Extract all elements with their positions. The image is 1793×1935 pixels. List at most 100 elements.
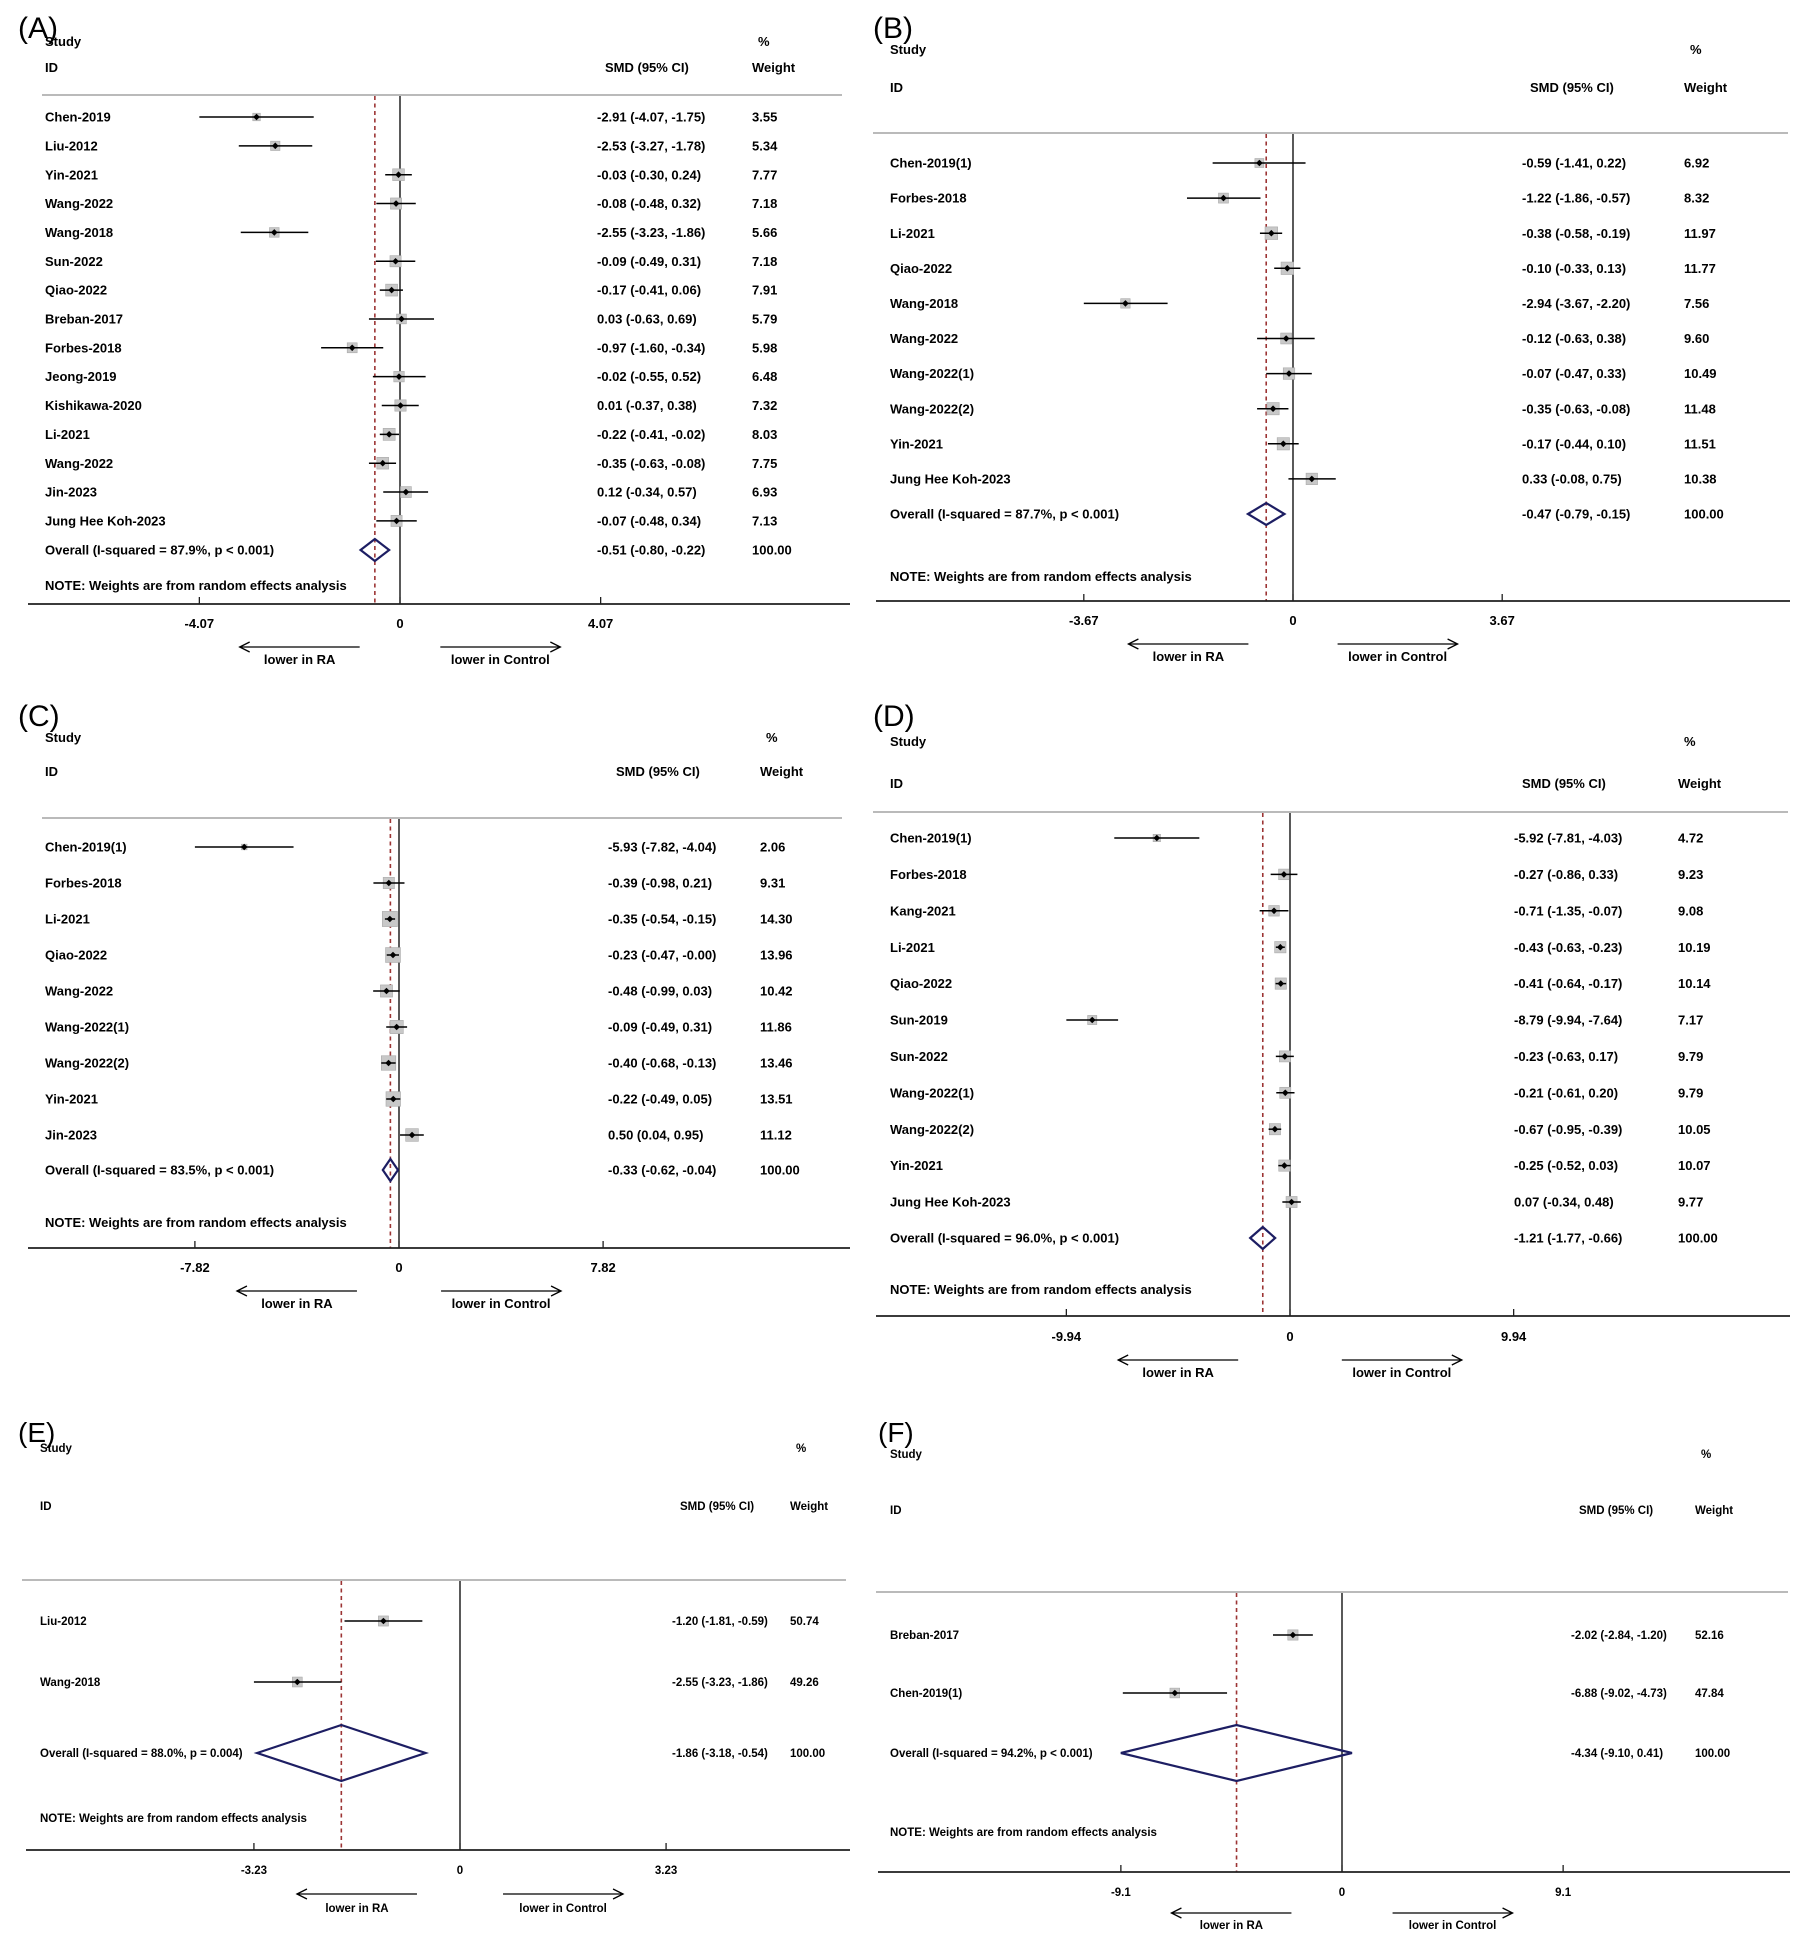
point-marker (271, 142, 279, 150)
axis-arrow-left (295, 1888, 417, 1900)
point-marker (1171, 1689, 1179, 1697)
smd-value: -0.35 (-0.54, -0.15) (608, 912, 716, 927)
column-header-weight: Weight (1684, 80, 1728, 95)
arrow-label-left: lower in RA (264, 652, 336, 667)
axis-arrow-left (1126, 638, 1249, 650)
arrow-label-left: lower in RA (261, 1296, 333, 1311)
point-marker (393, 1023, 400, 1031)
panel-D: (D)Study ID SMD (95% CI)% Weight Chen-2019(1… (873, 700, 1790, 1380)
weight-value: 7.91 (752, 283, 777, 298)
column-header-pct: % (766, 730, 778, 745)
column-header-study: Study (45, 730, 82, 745)
tick-label: 9.1 (1555, 1887, 1572, 1899)
arrow-label-left: lower in RA (1153, 649, 1225, 664)
arrow-head (1447, 638, 1460, 650)
weight-value: 13.51 (760, 1092, 793, 1107)
study-row: Chen-2019(1) -6.88 (-9.02, -4.73) 47.84 (890, 1687, 1724, 1700)
column-header-weight: Weight (1678, 776, 1722, 791)
study-row: Chen-2019 -2.91 (-4.07, -1.75) 3.55 (45, 110, 777, 125)
weight-value: 5.98 (752, 340, 777, 355)
smd-value: -0.23 (-0.47, -0.00) (608, 948, 716, 963)
study-id: Wang-2022(1) (45, 1020, 129, 1035)
point-marker (1256, 159, 1263, 167)
weight-value: 52.16 (1695, 1630, 1724, 1642)
smd-value: -0.21 (-0.61, 0.20) (1514, 1085, 1618, 1100)
study-id: Wang-2022(1) (890, 1085, 974, 1100)
note-text: NOTE: Weights are from random effects an… (45, 1215, 347, 1230)
study-id: Wang-2022 (45, 456, 113, 471)
tick-label: -7.82 (180, 1260, 210, 1275)
study-row: Wang-2018 -2.55 (-3.23, -1.86) 49.26 (40, 1676, 819, 1689)
column-header-pct: % (1684, 734, 1696, 749)
weight-value: 9.23 (1678, 867, 1703, 882)
point-marker (379, 459, 387, 467)
smd-value: -0.17 (-0.41, 0.06) (597, 283, 701, 298)
study-row: Yin-2021 -0.17 (-0.44, 0.10) 11.51 (890, 436, 1716, 451)
study-id: Chen-2019 (45, 110, 111, 125)
weight-value: 5.66 (752, 225, 777, 240)
axis-arrow-right (1337, 638, 1460, 650)
study-id: Wang-2018 (40, 1677, 101, 1689)
column-header-pct: % (1690, 42, 1702, 57)
study-id: Wang-2022(2) (890, 1122, 974, 1137)
smd-value: -0.08 (-0.48, 0.32) (597, 196, 701, 211)
study-row: Qiao-2022 -0.10 (-0.33, 0.13) 11.77 (890, 261, 1716, 276)
study-row: Sun-2022 -0.09 (-0.49, 0.31) 7.18 (45, 254, 777, 269)
point-marker (1270, 907, 1278, 915)
study-id: Forbes-2018 (45, 340, 122, 355)
tick-label: 9.94 (1501, 1329, 1527, 1344)
study-row: Liu-2012 -2.53 (-3.27, -1.78) 5.34 (45, 138, 778, 153)
weight-value: 9.79 (1678, 1049, 1703, 1064)
weight-value: 10.38 (1684, 471, 1717, 486)
column-header-study: Study (890, 1449, 923, 1461)
study-row: Jung Hee Koh-2023 0.33 (-0.08, 0.75) 10.38 (890, 471, 1717, 486)
arrow-head (235, 1285, 248, 1297)
point-marker (1281, 1089, 1289, 1097)
study-row: Forbes-2018 -0.39 (-0.98, 0.21) 9.31 (45, 876, 785, 891)
weight-value: 10.14 (1678, 976, 1711, 991)
overall-smd-value: -4.34 (-9.10, 0.41) (1571, 1748, 1663, 1760)
study-row: Wang-2022(1) -0.21 (-0.61, 0.20) 9.79 (890, 1085, 1703, 1100)
smd-value: -0.03 (-0.30, 0.24) (597, 167, 701, 182)
tick-label: 7.82 (590, 1260, 615, 1275)
tick-label: -3.67 (1069, 613, 1099, 628)
overall-label: Overall (I-squared = 88.0%, p = 0.004) (40, 1748, 243, 1760)
study-id: Wang-2018 (890, 296, 958, 311)
panel-label: (B) (873, 12, 913, 45)
weight-value: 14.30 (760, 912, 793, 927)
study-id: Qiao-2022 (890, 261, 952, 276)
study-id: Wang-2022 (890, 331, 958, 346)
overall-weight-value: 100.00 (760, 1163, 800, 1178)
study-row: Qiao-2022 -0.23 (-0.47, -0.00) 13.96 (45, 947, 793, 963)
study-row: Liu-2012 -1.20 (-1.81, -0.59) 50.74 (40, 1615, 819, 1628)
overall-smd-value: -1.21 (-1.77, -0.66) (1514, 1231, 1622, 1246)
weight-value: 11.77 (1684, 261, 1716, 276)
point-marker (1271, 1125, 1279, 1133)
panel-label: (F) (878, 1417, 914, 1448)
smd-value: -0.02 (-0.55, 0.52) (597, 369, 701, 384)
study-id: Yin-2021 (890, 436, 943, 451)
study-id: Breban-2017 (45, 312, 123, 327)
study-row: Jin-2023 0.50 (0.04, 0.95) 11.12 (45, 1128, 792, 1143)
axis-arrow-right (441, 1285, 563, 1297)
arrow-head (1169, 1907, 1182, 1919)
column-header-weight: Weight (752, 60, 796, 75)
point-marker (1289, 1631, 1297, 1639)
column-header-id: ID (890, 80, 903, 95)
smd-value: -0.09 (-0.49, 0.31) (608, 1020, 712, 1035)
smd-value: -0.40 (-0.68, -0.13) (608, 1056, 716, 1071)
arrow-label-right: lower in Control (1409, 1920, 1497, 1932)
overall-smd-value: -1.86 (-3.18, -0.54) (672, 1748, 768, 1760)
point-marker (270, 229, 278, 236)
axis-arrow-right (1392, 1907, 1515, 1919)
smd-value: -0.38 (-0.58, -0.19) (1522, 226, 1630, 241)
smd-value: -0.12 (-0.63, 0.38) (1522, 331, 1626, 346)
weight-value: 8.32 (1684, 191, 1709, 206)
study-id: Forbes-2018 (890, 191, 967, 206)
study-row: Jeong-2019 -0.02 (-0.55, 0.52) 6.48 (45, 369, 777, 384)
smd-value: -0.07 (-0.48, 0.34) (597, 513, 701, 528)
weight-value: 7.18 (752, 254, 777, 269)
study-row: Wang-2022(2) -0.35 (-0.63, -0.08) 11.48 (890, 401, 1716, 416)
column-header-pct: % (758, 34, 770, 49)
point-marker (389, 1095, 397, 1103)
